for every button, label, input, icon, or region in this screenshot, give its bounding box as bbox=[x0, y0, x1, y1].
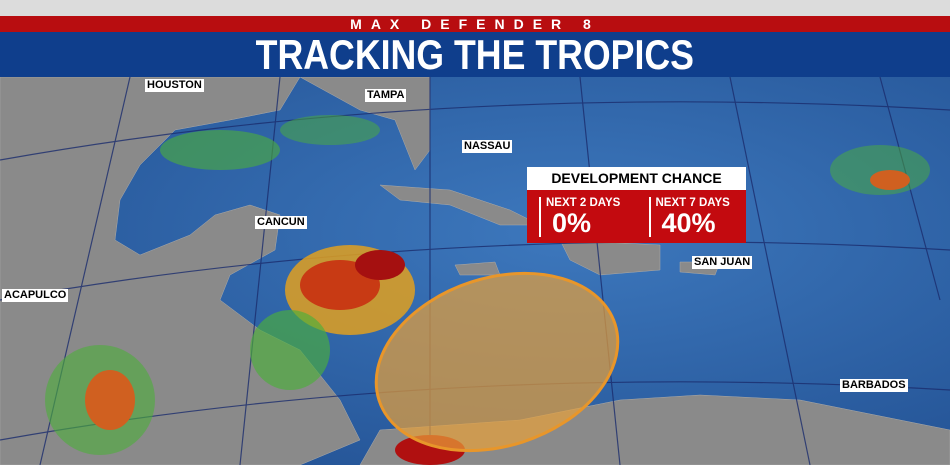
city-label-houston: HOUSTON bbox=[145, 79, 204, 92]
period-label: NEXT 2 DAYS bbox=[546, 197, 621, 209]
period-next-2-days: NEXT 2 DAYS 0% bbox=[539, 197, 637, 237]
city-label-cancun: CANCUN bbox=[255, 216, 307, 229]
radar-echoes bbox=[45, 115, 930, 465]
page-title: TRACKING THE TROPICS bbox=[255, 31, 695, 78]
city-label-acapulco: ACAPULCO bbox=[2, 289, 69, 302]
top-strip bbox=[0, 0, 950, 16]
city-label-tampa: TAMPA bbox=[365, 89, 407, 102]
city-label-nassau: NASSAU bbox=[462, 140, 513, 153]
city-label-barbados: BARBADOS bbox=[840, 379, 908, 392]
development-chance-title: DEVELOPMENT CHANCE bbox=[527, 167, 746, 190]
outlook-area bbox=[374, 271, 620, 453]
period-value: 0% bbox=[552, 208, 592, 238]
period-label: NEXT 7 DAYS bbox=[655, 197, 730, 209]
satellite-radar-map bbox=[0, 77, 950, 465]
development-chance-panel: DEVELOPMENT CHANCE NEXT 2 DAYS 0% NEXT 7 … bbox=[527, 167, 746, 243]
brand-banner: MAX DEFENDER 8 bbox=[0, 16, 950, 32]
city-label-san-juan: SAN JUAN bbox=[692, 256, 753, 269]
period-value: 40% bbox=[661, 208, 716, 238]
period-next-7-days: NEXT 7 DAYS 40% bbox=[648, 197, 747, 238]
grid-lines bbox=[0, 77, 950, 465]
title-banner: TRACKING THE TROPICS bbox=[0, 32, 950, 77]
